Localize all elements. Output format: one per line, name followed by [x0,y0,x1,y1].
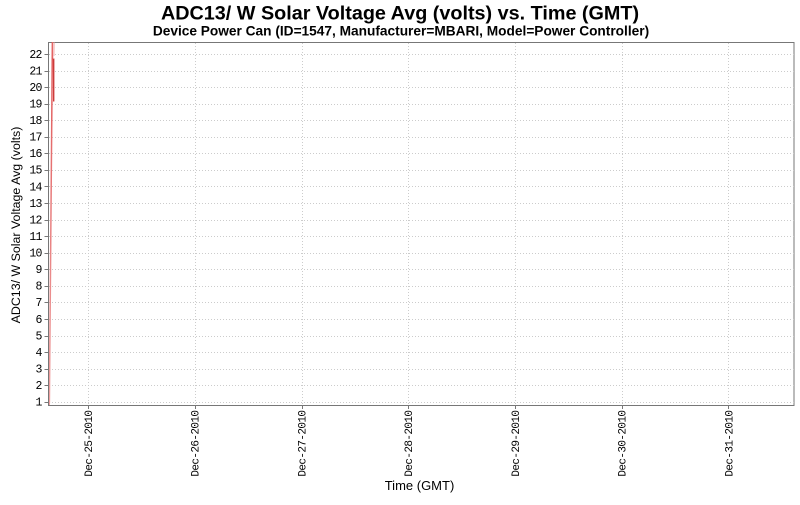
svg-text:2: 2 [35,380,42,393]
svg-text:9: 9 [35,264,42,277]
svg-text:Dec-27-2010: Dec-27-2010 [297,411,309,477]
svg-text:16: 16 [29,148,42,161]
svg-text:Dec-26-2010: Dec-26-2010 [191,411,203,477]
svg-text:4: 4 [35,347,42,360]
svg-text:ADC13/ W Solar Voltage Avg (vo: ADC13/ W Solar Voltage Avg (volts) [9,127,23,324]
svg-text:Dec-31-2010: Dec-31-2010 [724,411,736,477]
svg-text:18: 18 [29,115,42,128]
svg-text:Dec-30-2010: Dec-30-2010 [618,411,630,477]
svg-text:11: 11 [29,231,42,244]
svg-text:13: 13 [29,198,42,211]
svg-text:17: 17 [29,132,41,145]
svg-text:21: 21 [29,65,42,78]
svg-text:3: 3 [35,364,42,377]
svg-text:12: 12 [29,214,42,227]
svg-text:10: 10 [29,248,42,261]
svg-text:15: 15 [29,165,42,178]
svg-text:6: 6 [35,314,42,327]
svg-text:1: 1 [35,397,42,410]
svg-text:20: 20 [29,82,42,95]
svg-text:14: 14 [29,181,42,194]
svg-text:19: 19 [29,99,42,112]
svg-text:5: 5 [35,330,42,343]
svg-text:Dec-28-2010: Dec-28-2010 [404,411,416,477]
svg-text:Dec-25-2010: Dec-25-2010 [84,411,96,477]
svg-text:ADC13/ W Solar Voltage Avg (vo: ADC13/ W Solar Voltage Avg (volts) vs. T… [161,3,639,25]
svg-text:Dec-29-2010: Dec-29-2010 [511,411,523,477]
svg-text:Time (GMT): Time (GMT) [385,478,455,493]
svg-text:22: 22 [29,49,42,62]
svg-text:8: 8 [35,281,42,294]
svg-text:Device Power Can (ID=1547, Man: Device Power Can (ID=1547, Manufacturer=… [153,24,649,39]
svg-text:7: 7 [35,297,41,310]
